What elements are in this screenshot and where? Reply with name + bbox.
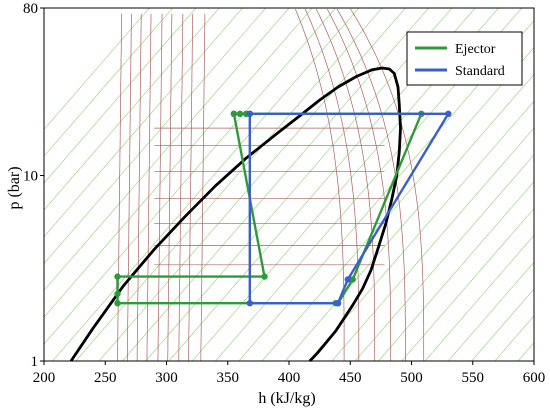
y-axis-label: p (bar) — [6, 166, 23, 209]
x-tick-label: 200 — [33, 370, 56, 386]
isentrope-line — [44, 8, 266, 265]
isentrope-line — [44, 8, 243, 238]
legend-frame — [406, 31, 523, 86]
x-tick-label: 500 — [400, 370, 423, 386]
isentrope-line — [75, 8, 383, 361]
isotherm-line — [326, 8, 392, 361]
isentrope-line — [401, 207, 534, 361]
x-tick-label: 450 — [339, 370, 362, 386]
isentrope-line — [98, 8, 406, 361]
isotherm-line — [294, 8, 345, 361]
x-tick-label: 300 — [155, 370, 178, 386]
y-tick-label: 10 — [23, 169, 38, 185]
data-point-standard — [344, 276, 351, 283]
series-group — [114, 110, 452, 307]
series-line-standard — [248, 112, 450, 305]
x-tick-label: 400 — [278, 370, 301, 386]
isentrope-line — [424, 234, 534, 361]
isentrope-line — [44, 8, 197, 184]
isentrope-line — [308, 100, 534, 361]
data-point-ejector — [236, 110, 244, 118]
data-point-ejector — [114, 290, 121, 298]
isentrope-line — [44, 8, 150, 130]
isentrope-line — [44, 8, 220, 211]
x-tick-label: 250 — [94, 370, 117, 386]
isotherm-line — [178, 13, 184, 361]
isotherm-line — [167, 13, 173, 361]
isotherm-line — [200, 13, 206, 361]
isentrope-line — [331, 127, 534, 361]
axes-group: 200 250 300 350 400 450 500 550 600 1 10 80 — [23, 1, 545, 386]
data-point-ejector — [114, 273, 121, 280]
isentrope-line — [447, 261, 534, 361]
isotherm-line — [136, 13, 142, 361]
isentrope-line — [354, 154, 534, 361]
data-point-ejector — [261, 273, 268, 280]
isentrope-line — [44, 8, 336, 345]
isentrope-line — [52, 8, 360, 361]
isotherm-line — [336, 8, 406, 361]
isentrope-line — [44, 8, 313, 318]
y-tick-label: 1 — [31, 354, 39, 370]
isentrope-line — [44, 8, 290, 291]
isotherm-line — [146, 13, 152, 361]
isotherm-line — [315, 8, 376, 361]
y-tick-label: 80 — [23, 1, 38, 17]
legend: Ejector Standard — [406, 31, 523, 86]
isentrope-line — [471, 288, 534, 361]
data-point-standard — [246, 300, 253, 307]
data-point-standard — [334, 300, 342, 307]
isentrope-line — [378, 181, 534, 361]
data-point-ejector — [349, 276, 356, 283]
legend-label-ejector: Ejector — [455, 42, 496, 57]
x-tick-label: 600 — [523, 370, 546, 386]
x-axis-label: h (kJ/kg) — [258, 390, 315, 407]
saturation-dome-curve — [69, 66, 402, 362]
legend-label-standard: Standard — [455, 64, 505, 79]
x-tick-label: 350 — [217, 370, 240, 386]
data-point-standard — [445, 110, 452, 118]
isentrope-line — [541, 8, 550, 361]
isotherm-line — [304, 8, 360, 361]
isotherm-line — [157, 13, 163, 361]
data-point-ejector — [230, 110, 238, 118]
saturation-dome-group — [69, 66, 402, 362]
isentrope-line — [44, 8, 173, 157]
isotherm-line — [126, 13, 132, 361]
data-point-ejector — [114, 300, 121, 307]
data-point-standard — [246, 110, 253, 118]
x-tick-label: 550 — [462, 370, 485, 386]
